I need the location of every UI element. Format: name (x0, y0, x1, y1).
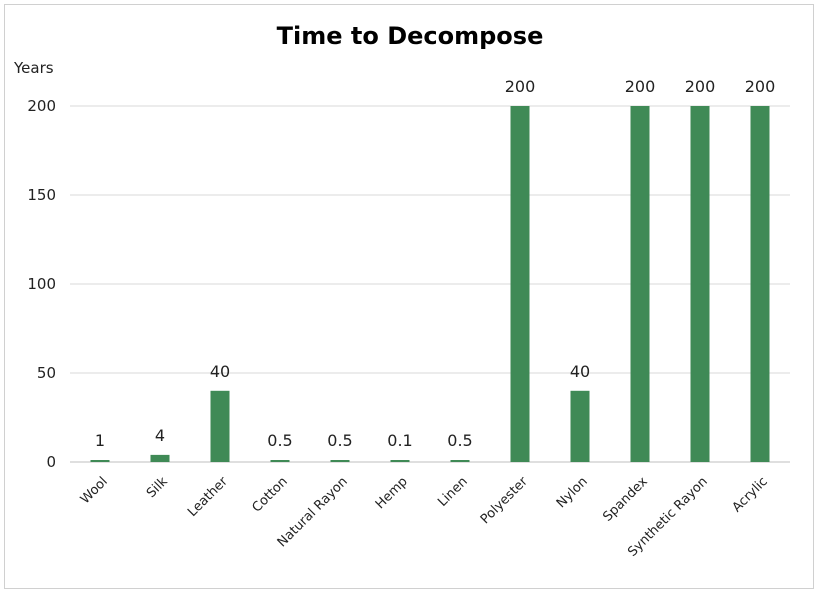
x-tick-label: Silk (144, 474, 171, 501)
y-tick-labels: 0 50 100 150 200 (27, 97, 56, 471)
data-label: 1 (95, 431, 105, 450)
x-tick-label: Acrylic (730, 474, 771, 515)
data-label: 200 (745, 77, 776, 96)
x-tick-label: Wool (78, 474, 111, 507)
bar (330, 460, 350, 462)
data-label: 200 (625, 77, 656, 96)
x-tick-label: Linen (435, 474, 471, 510)
y-tick-label: 100 (27, 275, 56, 293)
bar (90, 460, 110, 462)
data-label: 200 (505, 77, 536, 96)
bars (90, 106, 770, 462)
bar (210, 390, 230, 462)
bar (690, 106, 710, 462)
y-tick-label: 50 (37, 364, 56, 382)
x-tick-label: Polyester (478, 474, 531, 527)
bar (390, 460, 410, 462)
data-label: 4 (155, 426, 165, 445)
data-label: 0.1 (387, 431, 412, 450)
x-tick-label: Cotton (250, 474, 291, 515)
x-tick-label: Hemp (373, 474, 411, 512)
chart-frame (4, 4, 814, 589)
bar (510, 106, 530, 462)
x-tick-label: Nylon (554, 474, 591, 511)
bar (570, 390, 590, 462)
bar (450, 460, 470, 462)
y-tick-label: 150 (27, 186, 56, 204)
data-label: 0.5 (327, 431, 352, 450)
x-tick-label: Leather (185, 474, 231, 520)
data-label: 200 (685, 77, 716, 96)
data-label: 0.5 (267, 431, 292, 450)
y-axis-unit-label: Years (14, 59, 54, 77)
data-labels: 1 4 40 0.5 0.5 0.1 0.5 200 40 200 200 200 (95, 77, 775, 450)
data-label: 40 (570, 362, 590, 381)
y-tick-label: 0 (46, 453, 56, 471)
bar (150, 454, 170, 462)
data-label: 0.5 (447, 431, 472, 450)
x-tick-label: Spandex (600, 474, 651, 525)
bar (750, 106, 770, 462)
bar (270, 460, 290, 462)
data-label: 40 (210, 362, 230, 381)
chart-title: Time to Decompose (276, 22, 544, 50)
bar (630, 106, 650, 462)
y-tick-label: 200 (27, 97, 56, 115)
gridlines (70, 105, 790, 463)
